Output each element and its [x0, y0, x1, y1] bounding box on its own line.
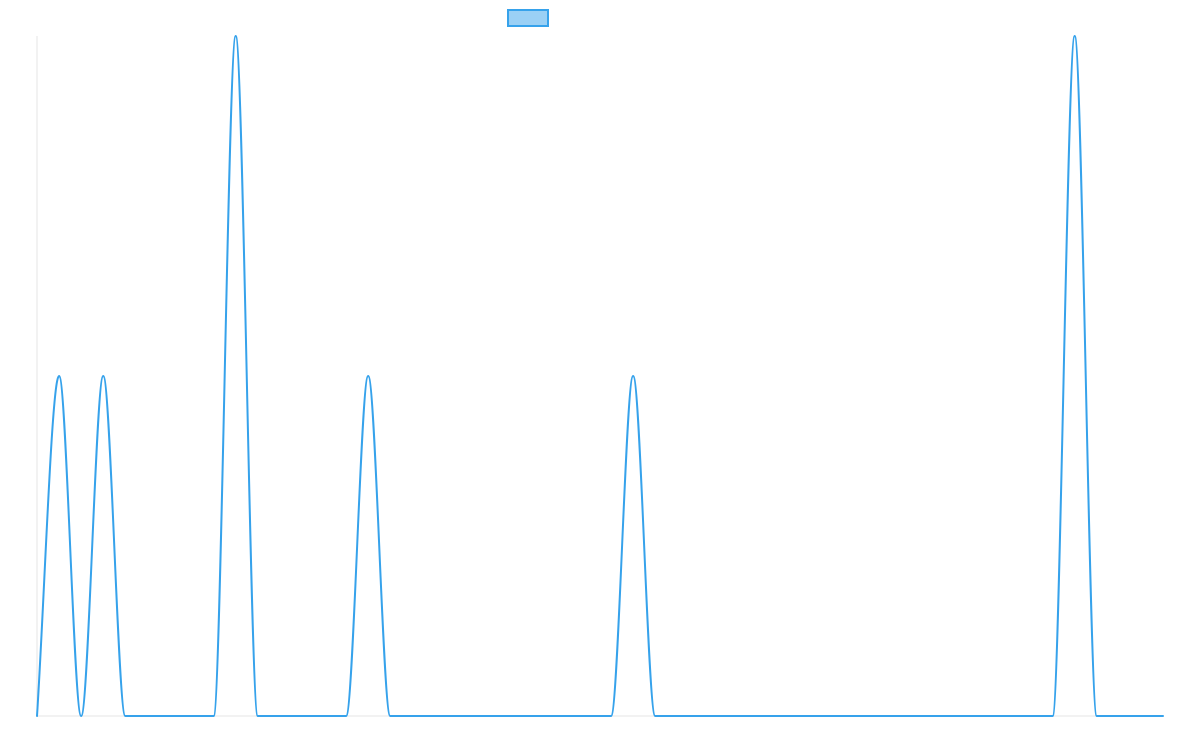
series-group	[37, 36, 1163, 716]
series-line-1	[37, 36, 1163, 716]
legend-swatch-series-1[interactable]	[508, 10, 548, 26]
legend[interactable]	[508, 10, 548, 26]
